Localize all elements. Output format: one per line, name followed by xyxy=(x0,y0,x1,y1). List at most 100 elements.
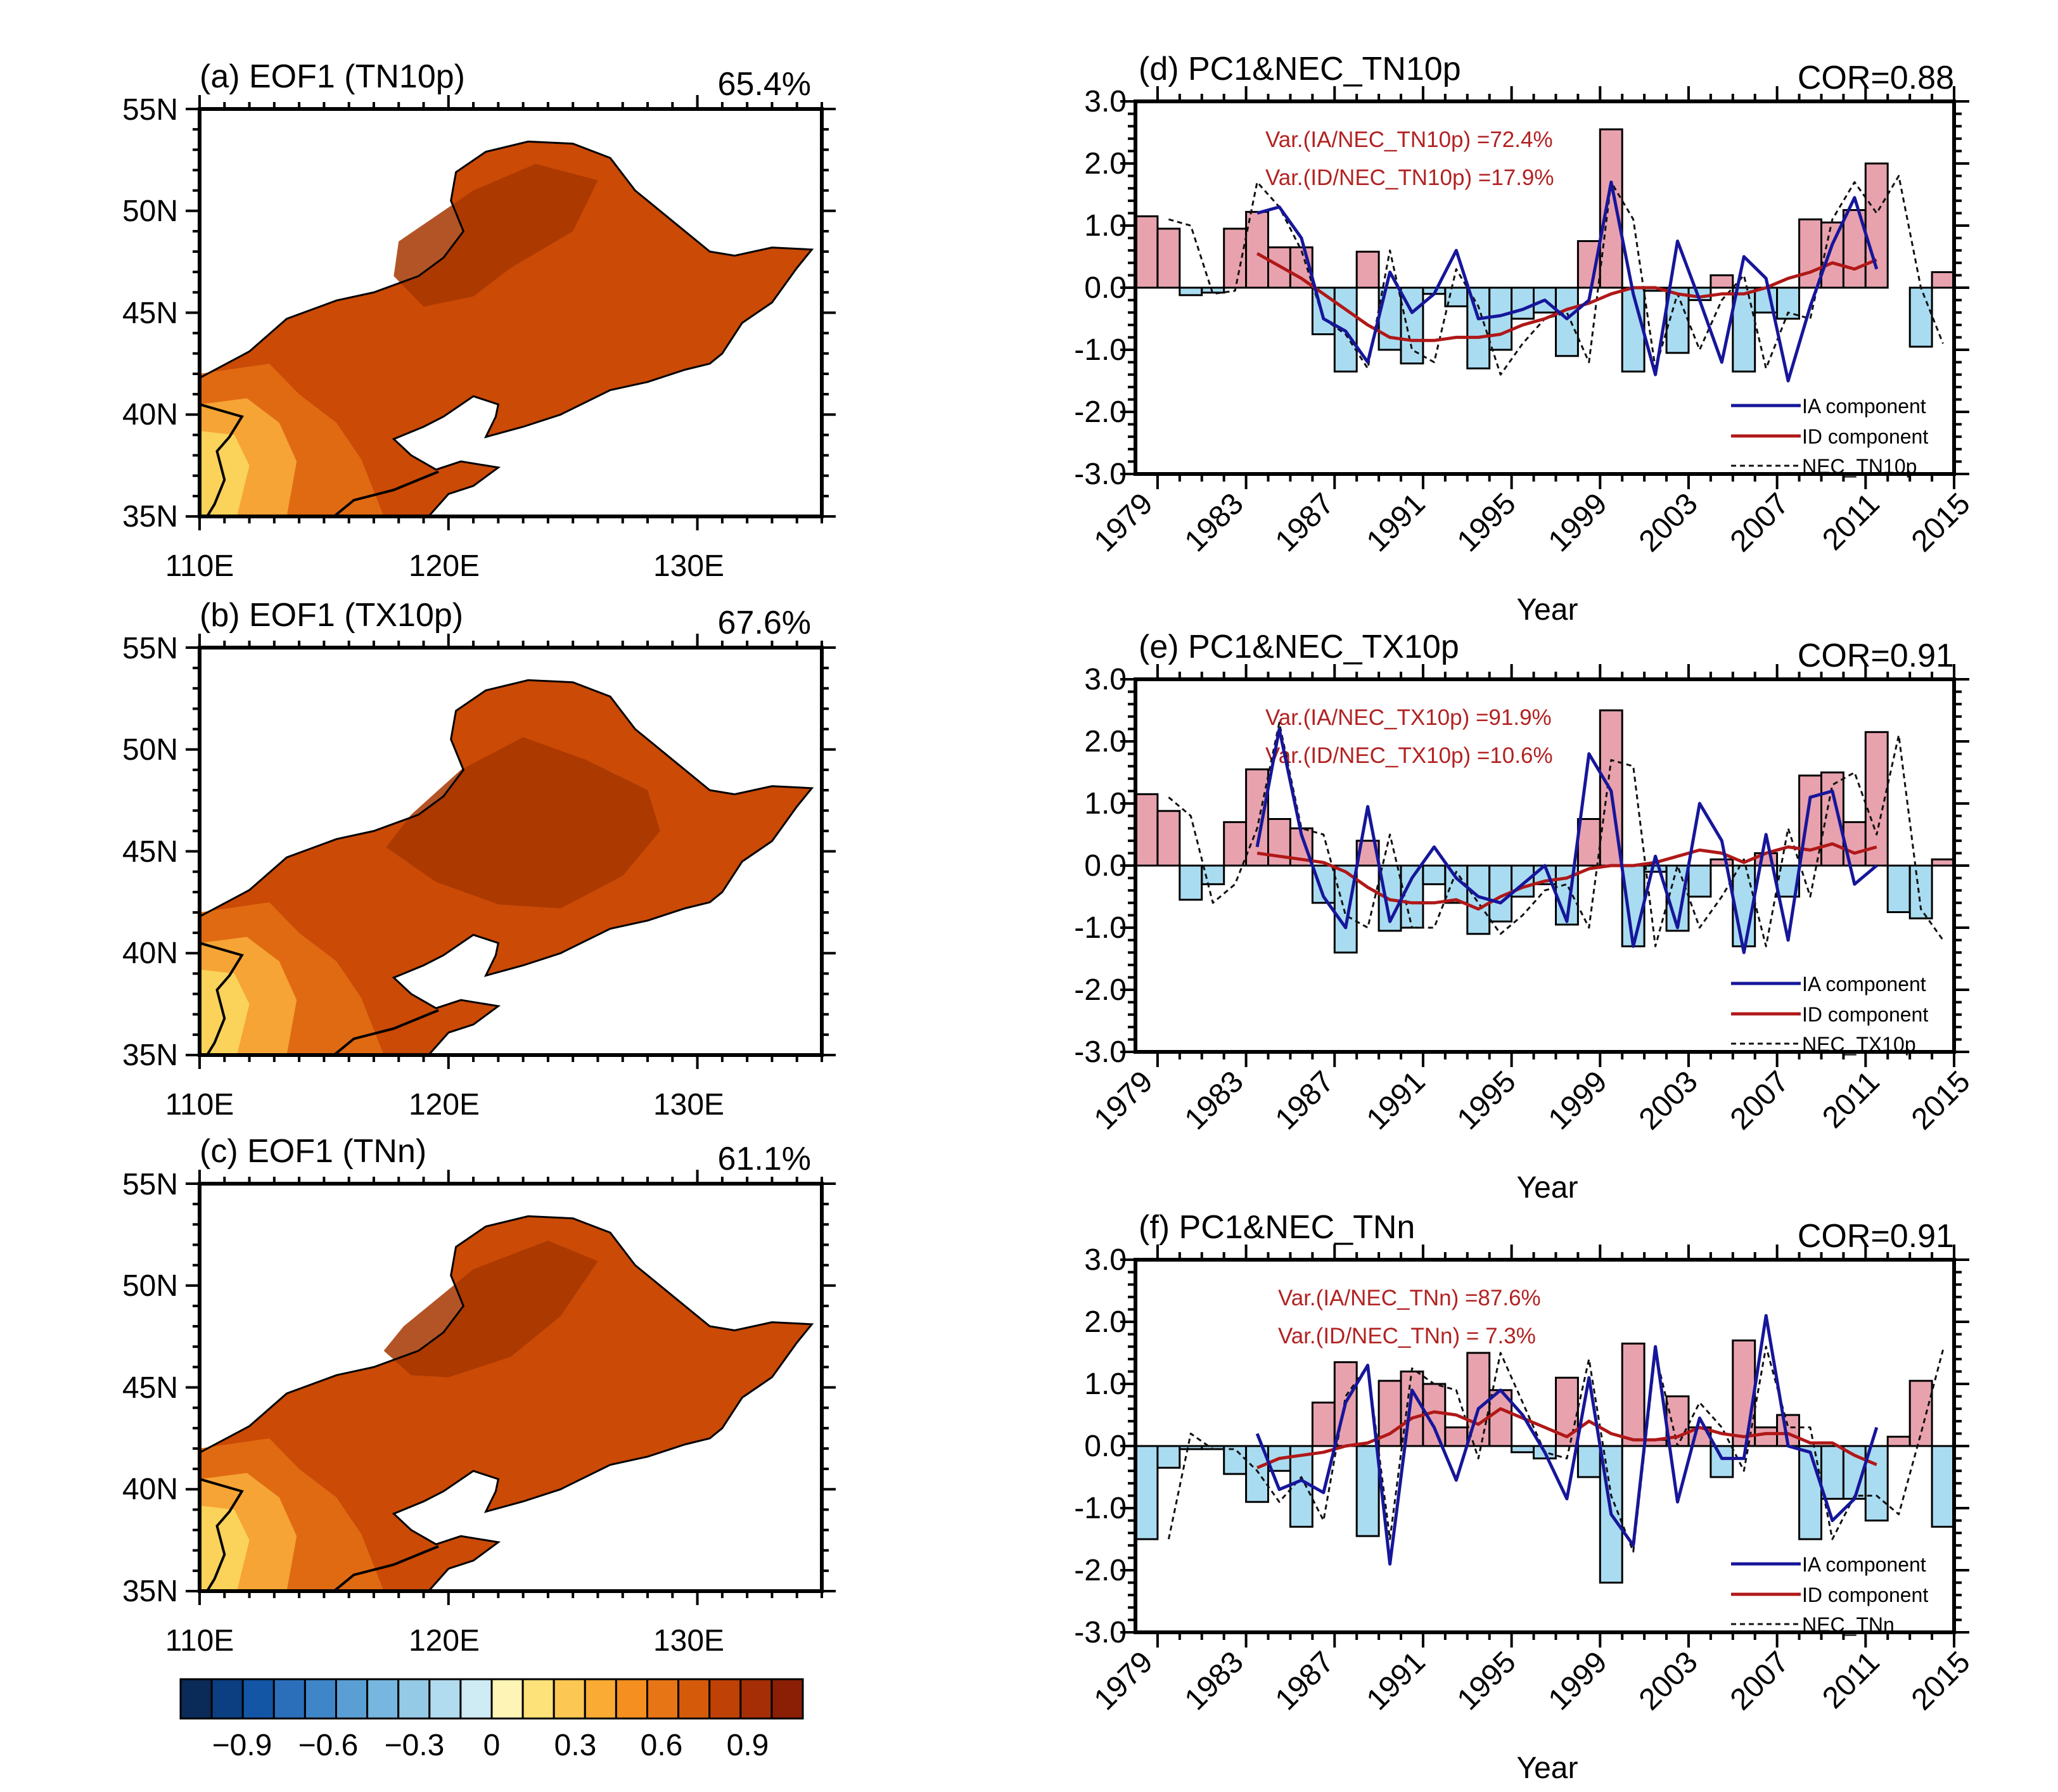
ts-cor-f: COR=0.91 xyxy=(1798,1218,1954,1255)
y-tick-label: -2.0 xyxy=(1074,395,1127,429)
lat-label-45n: 45N xyxy=(122,835,178,869)
x-tick-label: 2003 xyxy=(1633,1065,1704,1136)
map-title-c: (c) EOF1 (TNn) xyxy=(200,1133,426,1170)
ts-legend-e: IA component ID component NEC_TX10p xyxy=(1731,973,1928,1056)
ia-component-line xyxy=(1256,180,1879,383)
ia-component-line xyxy=(1255,1314,1879,1566)
x-tick-label: 2015 xyxy=(1905,487,1977,558)
id-component-line xyxy=(1256,842,1877,911)
x-axis-title: Year xyxy=(1517,1751,1578,1785)
bar-2008 xyxy=(1798,1445,1822,1540)
y-tick-label: -2.0 xyxy=(1074,1554,1127,1587)
colorbar-label: −0.6 xyxy=(298,1729,359,1762)
bar-2012 xyxy=(1886,1435,1911,1447)
bar-1983 xyxy=(1245,768,1270,867)
x-tick-label: 2011 xyxy=(1816,1065,1886,1134)
coastline xyxy=(200,679,814,1055)
x-tick-label: 1979 xyxy=(1088,487,1160,558)
x-tick-label: 2007 xyxy=(1724,1645,1796,1717)
lat-label-45n: 45N xyxy=(122,1371,178,1405)
colorbar-cell xyxy=(521,1678,555,1720)
bar-1983 xyxy=(1245,210,1270,289)
lowest-loading-area xyxy=(200,970,250,1055)
x-tick-label: 1991 xyxy=(1360,487,1432,558)
lowest-loading-area xyxy=(200,431,250,516)
y-tick-label: 2.0 xyxy=(1084,1305,1127,1339)
colorbar-label: −0.3 xyxy=(385,1729,445,1762)
lat-label-40n: 40N xyxy=(122,398,178,432)
ts-plot-f xyxy=(1120,1245,1969,1648)
timeseries-panel-e: (e) PC1&NEC_TX10p COR=0.91 Var.(IA/NEC_T… xyxy=(1074,629,1976,1205)
land-loading-field xyxy=(200,1216,812,1591)
bar-2010 xyxy=(1842,821,1867,867)
map-labels-a: 55N 50N 45N 40N 35N 110E 120E 130E xyxy=(122,93,724,583)
bar-1982 xyxy=(1223,1445,1248,1475)
y-tick-label: 3.0 xyxy=(1084,1243,1127,1277)
y-tick-label: 3.0 xyxy=(1084,663,1127,696)
bar-2014 xyxy=(1931,858,1955,867)
bar-2000 xyxy=(1621,1342,1646,1447)
y-tick-label: 0.0 xyxy=(1084,1430,1127,1463)
y-tick-label: -2.0 xyxy=(1074,973,1127,1007)
lon-label-120e: 120E xyxy=(409,549,480,583)
colorbar-cell xyxy=(770,1678,804,1720)
bar-2005 xyxy=(1732,286,1756,373)
x-tick-label: 1999 xyxy=(1542,487,1614,558)
timeseries-panel-f: (f) PC1&NEC_TNn COR=0.91 Var.(IA/NEC_TNn… xyxy=(1074,1209,1976,1785)
colorbar-cell xyxy=(272,1678,306,1720)
lon-label-120e: 120E xyxy=(409,1088,480,1122)
bar-2001 xyxy=(1643,864,1668,873)
y-tick-label: -1.0 xyxy=(1074,911,1127,945)
lat-label-35n: 35N xyxy=(122,1039,178,1072)
legend-label-id: ID component xyxy=(1802,425,1928,448)
lon-label-130e: 130E xyxy=(653,549,724,583)
x-tick-label: 1983 xyxy=(1179,1645,1250,1717)
timeseries-panel-d: (d) PC1&NEC_TN10p COR=0.88 Var.(IA/NEC_T… xyxy=(1074,51,1976,627)
bar-1978 xyxy=(1134,215,1159,289)
lon-label-120e: 120E xyxy=(409,1624,480,1658)
nec-series-line xyxy=(1168,722,1944,947)
y-tick-label: -1.0 xyxy=(1074,1492,1127,1525)
map-variance-a: 65.4% xyxy=(718,66,811,103)
land-loading-field xyxy=(200,141,812,516)
ts-legend-f: IA component ID component NEC_TNn xyxy=(1731,1553,1928,1636)
bar-1990 xyxy=(1400,1370,1424,1447)
colorbar-cell xyxy=(304,1678,337,1720)
bar-1992 xyxy=(1444,1426,1469,1447)
colorbar-cell xyxy=(490,1678,524,1720)
y-tick-label: 0.0 xyxy=(1084,849,1127,883)
lon-label-110e: 110E xyxy=(165,1088,234,1122)
y-tick-label: -3.0 xyxy=(1074,458,1127,491)
bar-2013 xyxy=(1908,1379,1933,1447)
bar-1979 xyxy=(1156,810,1181,867)
nec-series-line xyxy=(1167,1345,1944,1553)
colorbar-cell xyxy=(677,1678,711,1720)
lon-label-110e: 110E xyxy=(165,1624,234,1658)
bar-1984 xyxy=(1267,246,1291,289)
ts-cor-e: COR=0.91 xyxy=(1798,637,1954,674)
colorbar-cell xyxy=(553,1678,586,1720)
bar-1978 xyxy=(1134,793,1159,867)
bar-1997 xyxy=(1555,286,1579,357)
lowest-loading-area xyxy=(200,1506,250,1591)
bar-1998 xyxy=(1576,1445,1601,1478)
y-tick-label: 1.0 xyxy=(1084,787,1127,821)
bar-2014 xyxy=(1931,1445,1955,1528)
x-tick-label: 1987 xyxy=(1269,1065,1341,1136)
y-tick-label: 1.0 xyxy=(1084,1367,1127,1401)
colorbar-label: 0.9 xyxy=(727,1729,769,1762)
map-panel-c: (c) EOF1 (TNn) 61.1% 55N 50N 45N 40N 35N… xyxy=(122,1133,836,1658)
y-tick-label: 0.0 xyxy=(1084,271,1127,305)
lat-label-50n: 50N xyxy=(122,195,178,228)
bar-1989 xyxy=(1377,286,1402,351)
colorbar-labels: −0.9 −0.6 −0.3 0 0.3 0.6 0.9 xyxy=(212,1729,769,1762)
bar-1995 xyxy=(1511,286,1535,320)
x-tick-label: 1999 xyxy=(1542,1645,1614,1717)
bar-2004 xyxy=(1710,858,1734,867)
x-tick-label: 1979 xyxy=(1088,1645,1160,1717)
bar-1991 xyxy=(1422,864,1447,885)
colorbar-cell xyxy=(615,1678,649,1720)
x-tick-label: 1995 xyxy=(1451,487,1523,558)
bar-2004 xyxy=(1710,1445,1734,1478)
lat-label-55n: 55N xyxy=(122,1168,178,1201)
